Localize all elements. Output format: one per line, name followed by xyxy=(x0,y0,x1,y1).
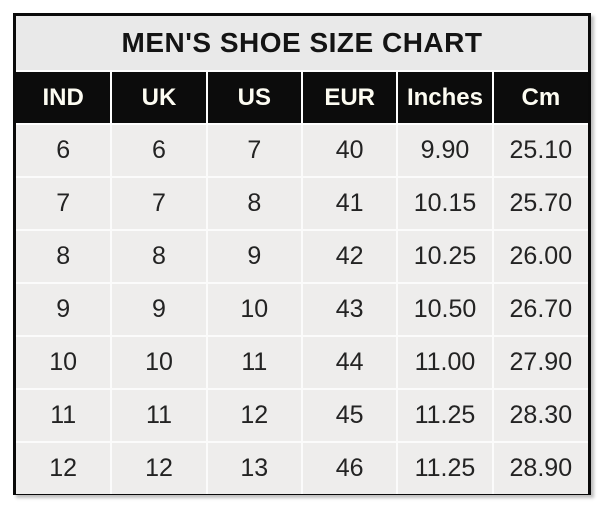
column-header-eur: EUR xyxy=(300,70,399,125)
cell-us: 8 xyxy=(205,176,303,231)
cell-us: 10 xyxy=(205,282,303,337)
chart-title: MEN'S SHOE SIZE CHART xyxy=(16,16,588,72)
column-header-ind: IND xyxy=(16,70,113,125)
cell-inches: 11.25 xyxy=(396,388,494,443)
cell-uk: 7 xyxy=(110,176,208,231)
cell-uk: 9 xyxy=(110,282,208,337)
cell-inches: 10.25 xyxy=(396,229,494,284)
size-conversion-table: MEN'S SHOE SIZE CHART IND UK US EUR Inches Cm… xyxy=(16,16,588,494)
table-row: 10 10 11 44 11.00 27.90 xyxy=(16,335,588,390)
column-header-cm: Cm xyxy=(491,70,588,125)
cell-ind: 7 xyxy=(16,176,113,231)
cell-inches: 10.50 xyxy=(396,282,494,337)
cell-us: 7 xyxy=(205,123,303,178)
header-row: IND UK US EUR Inches Cm xyxy=(16,70,588,125)
cell-eur: 41 xyxy=(300,176,399,231)
cell-cm: 28.90 xyxy=(491,441,588,494)
cell-uk: 10 xyxy=(110,335,208,390)
cell-cm: 26.00 xyxy=(491,229,588,284)
table-row: 9 9 10 43 10.50 26.70 xyxy=(16,282,588,337)
cell-inches: 11.00 xyxy=(396,335,494,390)
cell-uk: 11 xyxy=(110,388,208,443)
cell-ind: 9 xyxy=(16,282,113,337)
cell-cm: 25.70 xyxy=(491,176,588,231)
cell-cm: 28.30 xyxy=(491,388,588,443)
cell-cm: 26.70 xyxy=(491,282,588,337)
cell-inches: 10.15 xyxy=(396,176,494,231)
cell-us: 9 xyxy=(205,229,303,284)
cell-eur: 43 xyxy=(300,282,399,337)
cell-inches: 9.90 xyxy=(396,123,494,178)
cell-cm: 25.10 xyxy=(491,123,588,178)
cell-inches: 11.25 xyxy=(396,441,494,494)
cell-ind: 6 xyxy=(16,123,113,178)
shoe-size-chart: MEN'S SHOE SIZE CHART IND UK US EUR Inches Cm… xyxy=(13,13,591,495)
cell-ind: 8 xyxy=(16,229,113,284)
cell-uk: 8 xyxy=(110,229,208,284)
cell-us: 12 xyxy=(205,388,303,443)
cell-ind: 11 xyxy=(16,388,113,443)
cell-us: 13 xyxy=(205,441,303,494)
table-row: 11 11 12 45 11.25 28.30 xyxy=(16,388,588,443)
cell-eur: 44 xyxy=(300,335,399,390)
column-header-us: US xyxy=(205,70,303,125)
cell-cm: 27.90 xyxy=(491,335,588,390)
cell-eur: 42 xyxy=(300,229,399,284)
title-row: MEN'S SHOE SIZE CHART xyxy=(16,16,588,72)
table-row: 6 6 7 40 9.90 25.10 xyxy=(16,123,588,178)
cell-eur: 45 xyxy=(300,388,399,443)
column-header-uk: UK xyxy=(110,70,208,125)
cell-uk: 6 xyxy=(110,123,208,178)
column-header-inches: Inches xyxy=(396,70,494,125)
cell-us: 11 xyxy=(205,335,303,390)
table-body: 6 6 7 40 9.90 25.10 7 7 8 41 10.15 25.70 8 8 9 42 10.25 2… xyxy=(16,123,588,494)
table-row: 7 7 8 41 10.15 25.70 xyxy=(16,176,588,231)
table-row: 8 8 9 42 10.25 26.00 xyxy=(16,229,588,284)
cell-eur: 40 xyxy=(300,123,399,178)
cell-eur: 46 xyxy=(300,441,399,494)
cell-uk: 12 xyxy=(110,441,208,494)
table-head: MEN'S SHOE SIZE CHART IND UK US EUR Inches Cm xyxy=(16,16,588,125)
table-row: 12 12 13 46 11.25 28.90 xyxy=(16,441,588,494)
cell-ind: 12 xyxy=(16,441,113,494)
cell-ind: 10 xyxy=(16,335,113,390)
